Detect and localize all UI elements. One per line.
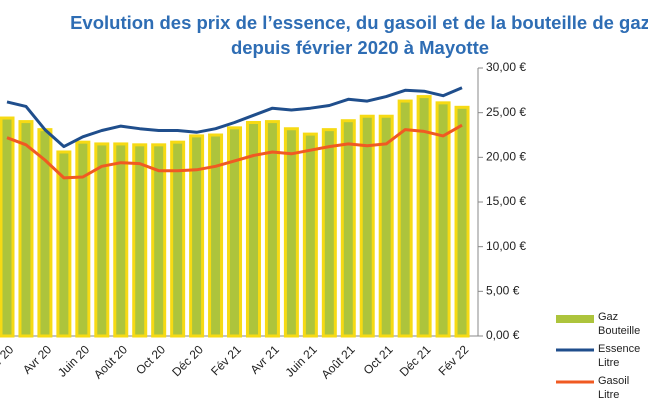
line [6,86,463,149]
x-tick-label: Juin 20 [55,342,92,379]
y-tick-label: 15,00 € [486,194,526,208]
bar [416,95,432,338]
bar [151,143,167,338]
y-tick-label: 30,00 € [486,60,526,74]
legend-label: Gasoil Litre [598,375,630,401]
bar [170,140,186,338]
bar [189,134,205,338]
x-tick-label: Fév 22 [436,342,472,378]
x-tick-label: Avr 21 [248,342,283,377]
x-tick-label: Oct 20 [133,342,168,377]
x-tick-label: Août 21 [318,342,357,381]
bar [340,119,356,338]
y-tick-label: 25,00 € [486,105,526,119]
bar [227,126,243,338]
bar [283,127,299,338]
line [6,123,463,180]
legend-label: Essence Litre [598,343,641,369]
bar [435,101,451,338]
legend-label: Gaz Bouteille [598,311,641,337]
bar [245,120,261,338]
x-tick-label: Oct 21 [361,342,396,377]
bar [56,150,72,338]
y-tick-label: 20,00 € [486,150,526,164]
bar [454,105,470,338]
bar [264,120,280,338]
y-tick-label: 0,00 € [486,328,520,342]
chart-title: Evolution des prix de l’essence, du gaso… [70,12,648,58]
y-tick-label: 5,00 € [486,284,520,298]
legend-swatch [556,315,594,323]
bar [208,133,224,338]
bar [113,142,129,338]
x-tick-label: Août 20 [91,342,130,381]
bar [302,132,318,338]
bar [378,114,394,338]
x-tick-label: Fév 21 [208,342,244,378]
bar [397,99,413,338]
y-tick-label: 10,00 € [486,239,526,253]
x-tick-label: Avr 20 [20,342,55,377]
x-tick-label: Déc 20 [169,342,206,379]
bar [75,140,91,338]
x-tick-label: Déc 21 [397,342,434,379]
bar [18,120,34,338]
bar [0,116,15,338]
x-tick-label: Fév 20 [0,342,17,378]
bar [321,128,337,338]
x-tick-label: Juin 21 [282,342,319,379]
bar [132,143,148,338]
bar [94,142,110,338]
bar [359,114,375,338]
